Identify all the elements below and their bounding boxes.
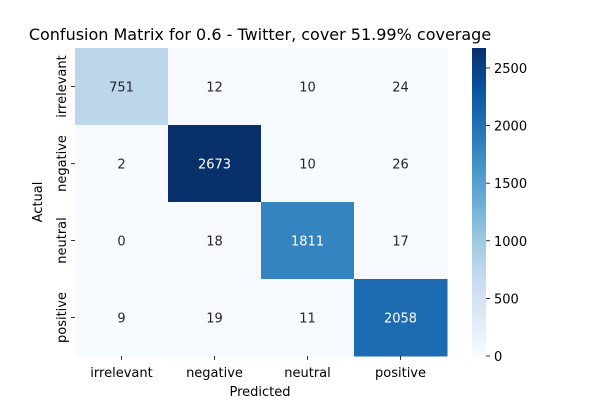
cell-value-label: 0 bbox=[117, 235, 125, 250]
colorbar-gradient bbox=[472, 48, 486, 356]
heatmap-cell bbox=[168, 202, 262, 280]
y-tick-label: negative bbox=[55, 135, 70, 192]
cell-value-label: 18 bbox=[206, 235, 223, 250]
y-tick-label: neutral bbox=[55, 217, 70, 264]
y-axis-ticks: irrelevant negative neutral positive bbox=[55, 55, 75, 343]
colorbar-tick-label: 2000 bbox=[494, 120, 527, 135]
heatmap-cell bbox=[75, 279, 169, 357]
cell-value-label: 2673 bbox=[198, 158, 231, 173]
cell-value-label: 10 bbox=[299, 81, 316, 96]
colorbar-tick-label: 0 bbox=[494, 350, 502, 365]
cell-value-label: 17 bbox=[392, 235, 409, 250]
heatmap-cell bbox=[261, 48, 355, 126]
heatmap-cell bbox=[261, 125, 355, 203]
heatmap-cell bbox=[75, 125, 169, 203]
heatmap-cell bbox=[261, 279, 355, 357]
heatmap-cell bbox=[168, 279, 262, 357]
heatmap-cell bbox=[354, 125, 448, 203]
colorbar-tick-label: 1500 bbox=[494, 177, 527, 192]
x-tick-label: neutral bbox=[284, 366, 331, 381]
x-tick-label: negative bbox=[186, 366, 243, 381]
chart-title: Confusion Matrix for 0.6 - Twitter, cove… bbox=[29, 25, 491, 44]
cell-value-label: 24 bbox=[392, 81, 409, 96]
cell-value-label: 12 bbox=[206, 81, 223, 96]
x-tick-label: positive bbox=[375, 366, 426, 381]
x-axis-ticks: irrelevant negative neutral positive bbox=[90, 356, 426, 381]
cell-value-label: 26 bbox=[392, 158, 409, 173]
cell-value-label: 2058 bbox=[384, 312, 417, 327]
cell-value-label: 9 bbox=[117, 312, 125, 327]
heatmap-cell bbox=[168, 125, 262, 203]
colorbar-tick-label: 1000 bbox=[494, 235, 527, 250]
heatmap-cell-labels: 751 12 10 24 2 2673 10 26 0 18 1811 17 9 19 11 2058 bbox=[109, 81, 417, 327]
colorbar: 0 500 1000 1500 2000 2500 bbox=[472, 48, 527, 365]
colorbar-tick-label: 500 bbox=[494, 292, 519, 307]
x-tick-label: irrelevant bbox=[90, 366, 152, 381]
heatmap-cell bbox=[75, 48, 169, 126]
heatmap-cell bbox=[354, 202, 448, 280]
colorbar-tick-label: 2500 bbox=[494, 62, 527, 77]
y-axis-label: Actual bbox=[31, 182, 46, 223]
heatmap-cell bbox=[75, 202, 169, 280]
cell-value-label: 11 bbox=[299, 312, 316, 327]
cell-value-label: 19 bbox=[206, 312, 223, 327]
heatmap-cell bbox=[168, 48, 262, 126]
cell-value-label: 751 bbox=[109, 81, 134, 96]
heatmap-cell bbox=[354, 48, 448, 126]
heatmap-cells bbox=[75, 48, 448, 357]
y-tick-label: positive bbox=[55, 292, 70, 343]
heatmap-cell bbox=[261, 202, 355, 280]
x-axis-label: Predicted bbox=[229, 385, 290, 400]
cell-value-label: 10 bbox=[299, 158, 316, 173]
cell-value-label: 1811 bbox=[291, 235, 324, 250]
heatmap-cell bbox=[354, 279, 448, 357]
cell-value-label: 2 bbox=[117, 158, 125, 173]
y-tick-label: irrelevant bbox=[55, 55, 70, 117]
